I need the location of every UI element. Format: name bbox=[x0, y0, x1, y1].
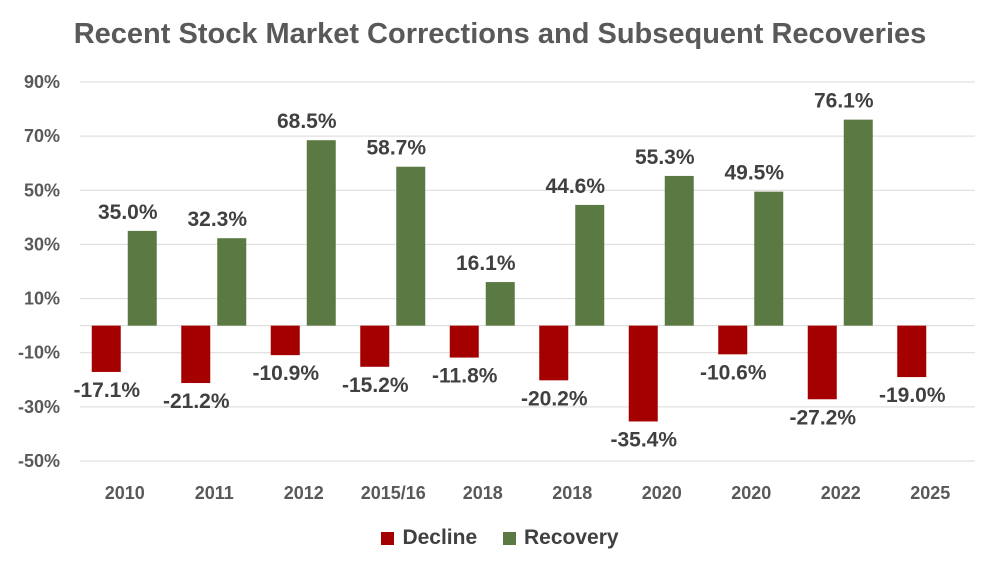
recovery-bar bbox=[754, 191, 784, 326]
decline-bar bbox=[718, 325, 748, 355]
decline-data-label: -17.1% bbox=[73, 379, 140, 402]
decline-data-label: -35.4% bbox=[610, 428, 677, 451]
legend-swatch-decline bbox=[381, 531, 395, 545]
y-tick-label: -10% bbox=[18, 343, 60, 363]
recovery-bar bbox=[843, 119, 873, 326]
decline-data-label: -10.6% bbox=[700, 361, 767, 384]
x-tick-label: 2011 bbox=[195, 483, 234, 503]
recovery-data-label: 55.3% bbox=[635, 146, 695, 169]
recovery-bar bbox=[485, 282, 515, 326]
decline-bar bbox=[897, 325, 927, 378]
recovery-data-label: 58.7% bbox=[366, 137, 426, 160]
legend-label-recovery: Recovery bbox=[523, 526, 619, 549]
decline-bar bbox=[628, 325, 658, 422]
chart-title: Recent Stock Market Corrections and Subs… bbox=[73, 18, 927, 50]
decline-data-label: -10.9% bbox=[252, 362, 319, 385]
decline-bar bbox=[91, 325, 121, 372]
x-tick-label: 2022 bbox=[821, 483, 861, 503]
y-tick-label: -30% bbox=[18, 397, 60, 417]
legend: Decline Recovery bbox=[0, 526, 1000, 551]
y-tick-label: -50% bbox=[18, 451, 60, 471]
recovery-data-label: 76.1% bbox=[814, 90, 874, 113]
recovery-bar bbox=[217, 238, 247, 326]
x-tick-label: 2018 bbox=[552, 483, 592, 503]
y-tick-label: 30% bbox=[24, 234, 60, 254]
y-tick-label: 10% bbox=[24, 289, 60, 309]
decline-bar bbox=[539, 325, 569, 381]
legend-swatch-recovery bbox=[502, 531, 516, 545]
recovery-data-label: 35.0% bbox=[98, 201, 158, 224]
recovery-data-label: 49.5% bbox=[724, 162, 784, 185]
recovery-data-label: 16.1% bbox=[456, 252, 516, 275]
x-tick-label: 2018 bbox=[463, 483, 503, 503]
decline-bar bbox=[360, 325, 390, 367]
decline-data-label: -11.8% bbox=[432, 365, 498, 388]
x-tick-label: 2012 bbox=[284, 483, 324, 503]
decline-bar bbox=[807, 325, 837, 400]
legend-item-recovery: Recovery bbox=[502, 526, 619, 550]
x-tick-label: 2025 bbox=[910, 483, 950, 503]
decline-data-label: -27.2% bbox=[789, 406, 856, 429]
legend-label-decline: Decline bbox=[402, 526, 478, 549]
decline-data-label: -19.0% bbox=[879, 384, 946, 407]
decline-bar bbox=[449, 325, 479, 358]
recovery-bar bbox=[664, 175, 694, 326]
legend-item-decline: Decline bbox=[381, 526, 477, 550]
decline-data-label: -21.2% bbox=[163, 390, 230, 413]
recovery-bar bbox=[127, 230, 157, 326]
recovery-data-label: 44.6% bbox=[545, 175, 605, 198]
decline-bar bbox=[270, 325, 300, 356]
x-tick-label: 2010 bbox=[105, 483, 145, 503]
x-tick-label: 2015/16 bbox=[361, 483, 426, 503]
recovery-data-label: 32.3% bbox=[187, 208, 247, 231]
decline-data-label: -20.2% bbox=[521, 387, 588, 410]
recovery-bar bbox=[575, 204, 605, 326]
x-tick-label: 2020 bbox=[642, 483, 682, 503]
recovery-bar bbox=[396, 166, 426, 326]
y-tick-label: 50% bbox=[24, 180, 60, 200]
y-tick-label: 70% bbox=[24, 126, 60, 146]
decline-bar bbox=[181, 325, 211, 384]
recovery-data-label: 68.5% bbox=[277, 110, 337, 133]
y-tick-label: 90% bbox=[24, 72, 60, 92]
decline-data-label: -15.2% bbox=[342, 374, 409, 397]
x-tick-label: 2020 bbox=[731, 483, 771, 503]
recovery-bar bbox=[306, 140, 336, 326]
